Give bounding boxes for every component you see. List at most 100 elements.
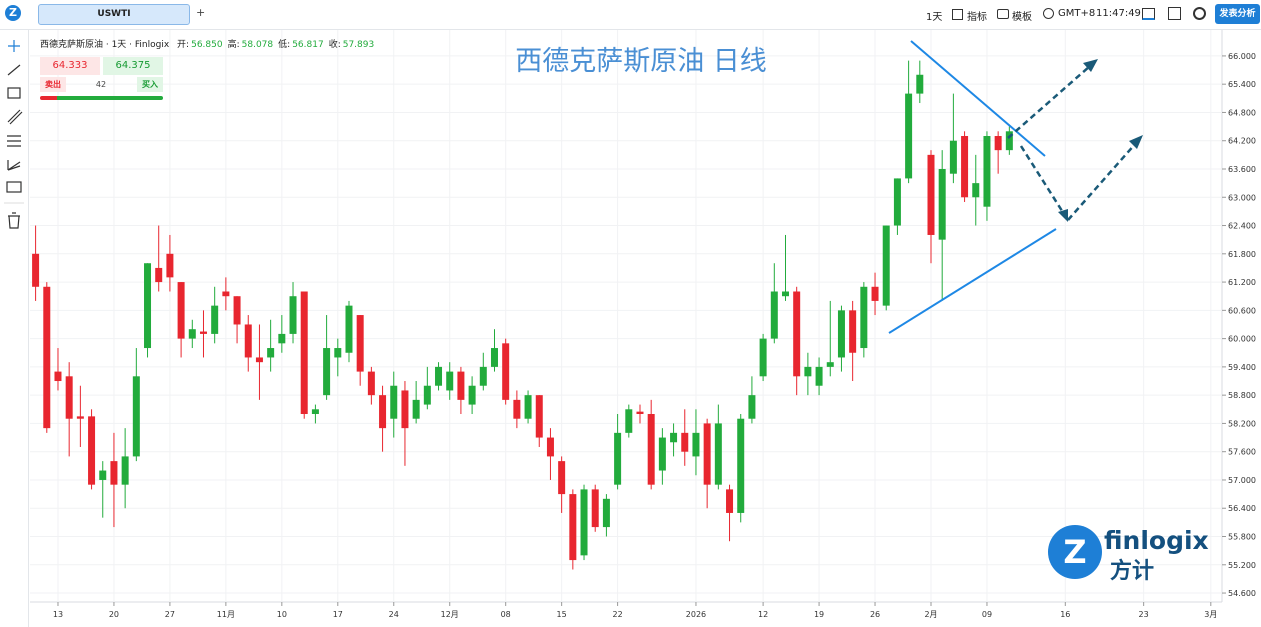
candle-body xyxy=(546,437,554,457)
y-tick-label: 63.000 xyxy=(1228,193,1256,202)
indicators[interactable]: 指标 xyxy=(967,12,987,23)
x-tick-label: 27 xyxy=(165,610,175,619)
candle-body xyxy=(569,494,577,561)
candle-body xyxy=(423,385,431,405)
candle-body xyxy=(199,331,207,334)
y-tick-label: 65.400 xyxy=(1228,80,1256,89)
x-tick-label: 11月 xyxy=(217,610,235,619)
fib-tool[interactable] xyxy=(7,135,21,147)
candle-body xyxy=(837,310,845,358)
candle-body xyxy=(222,291,230,297)
ohlc-value: 56.850 xyxy=(191,40,223,50)
symbol-tab[interactable]: USWTI xyxy=(38,4,190,25)
candle-body xyxy=(468,385,476,405)
logo: Z xyxy=(5,5,21,21)
y-tick-label: 58.200 xyxy=(1228,419,1256,428)
y-tick-label: 62.400 xyxy=(1228,222,1256,231)
y-tick-label: 64.800 xyxy=(1228,108,1256,117)
x-tick-label: 24 xyxy=(389,610,399,619)
candle-body xyxy=(345,305,353,353)
settings-icon[interactable] xyxy=(1193,7,1206,20)
candle-body xyxy=(412,399,420,419)
buy-price[interactable]: 64.375 xyxy=(103,57,163,75)
candle-body xyxy=(255,357,263,363)
spread-bar-sell xyxy=(40,96,57,100)
y-tick-label: 58.800 xyxy=(1228,391,1256,400)
y-tick-label: 61.200 xyxy=(1228,278,1256,287)
template-icon xyxy=(997,9,1009,19)
templates[interactable]: 模板 xyxy=(1012,12,1032,23)
tool-icons xyxy=(4,40,24,229)
y-tick-label: 61.800 xyxy=(1228,250,1256,259)
x-tick-label: 09 xyxy=(982,610,992,619)
x-tick-label: 13 xyxy=(53,610,63,619)
ohlc-label: 开: xyxy=(177,40,190,50)
y-tick-label: 55.800 xyxy=(1228,533,1256,542)
candle-body xyxy=(625,409,633,433)
trend-line xyxy=(910,40,1046,157)
candle-body xyxy=(513,399,521,419)
layout-icon[interactable] xyxy=(1168,7,1181,20)
add-tab[interactable]: + xyxy=(196,6,206,19)
watermark: Z finlogix 方计 xyxy=(1048,525,1209,584)
candle-body xyxy=(647,414,655,485)
x-tick-label: 08 xyxy=(501,610,511,619)
candle-body xyxy=(826,362,834,367)
quantity[interactable]: 42 xyxy=(95,80,107,89)
candle-body xyxy=(927,154,935,235)
ohlc-value: 56.817 xyxy=(292,40,324,50)
x-tick-label: 19 xyxy=(814,610,824,619)
candle-body xyxy=(692,432,700,457)
candle-body xyxy=(132,376,140,457)
x-tick-label: 10 xyxy=(277,610,287,619)
interval[interactable]: 1天 xyxy=(926,12,943,23)
x-tick-label: 16 xyxy=(1060,610,1070,619)
candle-body xyxy=(849,310,857,353)
ohlc-label: 收: xyxy=(328,40,341,50)
ohlc-label: 低: xyxy=(278,40,291,50)
candle-body xyxy=(558,461,566,495)
text-tool[interactable] xyxy=(6,181,22,193)
candle-body xyxy=(278,333,286,344)
logo-cn: 方计 xyxy=(1110,558,1154,584)
screenshot-icon[interactable] xyxy=(1142,8,1155,20)
candle-body xyxy=(121,456,129,485)
timezone[interactable]: GMT+8 xyxy=(1058,8,1096,19)
buy-button[interactable]: 买入 xyxy=(137,77,163,92)
sell-button[interactable]: 卖出 xyxy=(40,77,66,92)
candle-body xyxy=(602,498,610,528)
candle-body xyxy=(893,178,901,226)
candle-body xyxy=(43,286,51,429)
candle-body xyxy=(76,416,84,419)
candle-body xyxy=(949,140,957,174)
indicator-icon xyxy=(952,9,963,20)
x-tick-label: 22 xyxy=(613,610,623,619)
candle-body xyxy=(703,423,711,485)
x-tick-label: 15 xyxy=(557,610,567,619)
candle-body xyxy=(311,409,319,415)
annotations xyxy=(888,40,1143,334)
candle-body xyxy=(390,385,398,419)
crosshair-tool[interactable] xyxy=(8,40,20,52)
sell-price[interactable]: 64.333 xyxy=(40,57,100,75)
rect-tool[interactable] xyxy=(7,87,21,99)
channel-tool[interactable] xyxy=(7,109,23,125)
fan-tool[interactable] xyxy=(7,160,21,171)
candle-body xyxy=(860,286,868,349)
candle-body xyxy=(804,366,812,377)
x-tick-label: 3月 xyxy=(1204,610,1217,619)
x-tick-label: 23 xyxy=(1139,610,1149,619)
arrows xyxy=(1007,65,1137,221)
candle-body xyxy=(670,432,678,443)
candle-body xyxy=(580,489,588,556)
candle-body xyxy=(289,296,297,334)
line-tool[interactable] xyxy=(7,64,21,76)
x-tick-label: 26 xyxy=(870,610,880,619)
x-tick-label: 12月 xyxy=(441,610,459,619)
candle-body xyxy=(401,390,409,429)
spread-bar-buy xyxy=(57,96,163,100)
publish-button[interactable]: 发表分析 xyxy=(1215,4,1260,24)
delete-tool[interactable] xyxy=(8,212,20,229)
candle-body xyxy=(435,366,443,386)
